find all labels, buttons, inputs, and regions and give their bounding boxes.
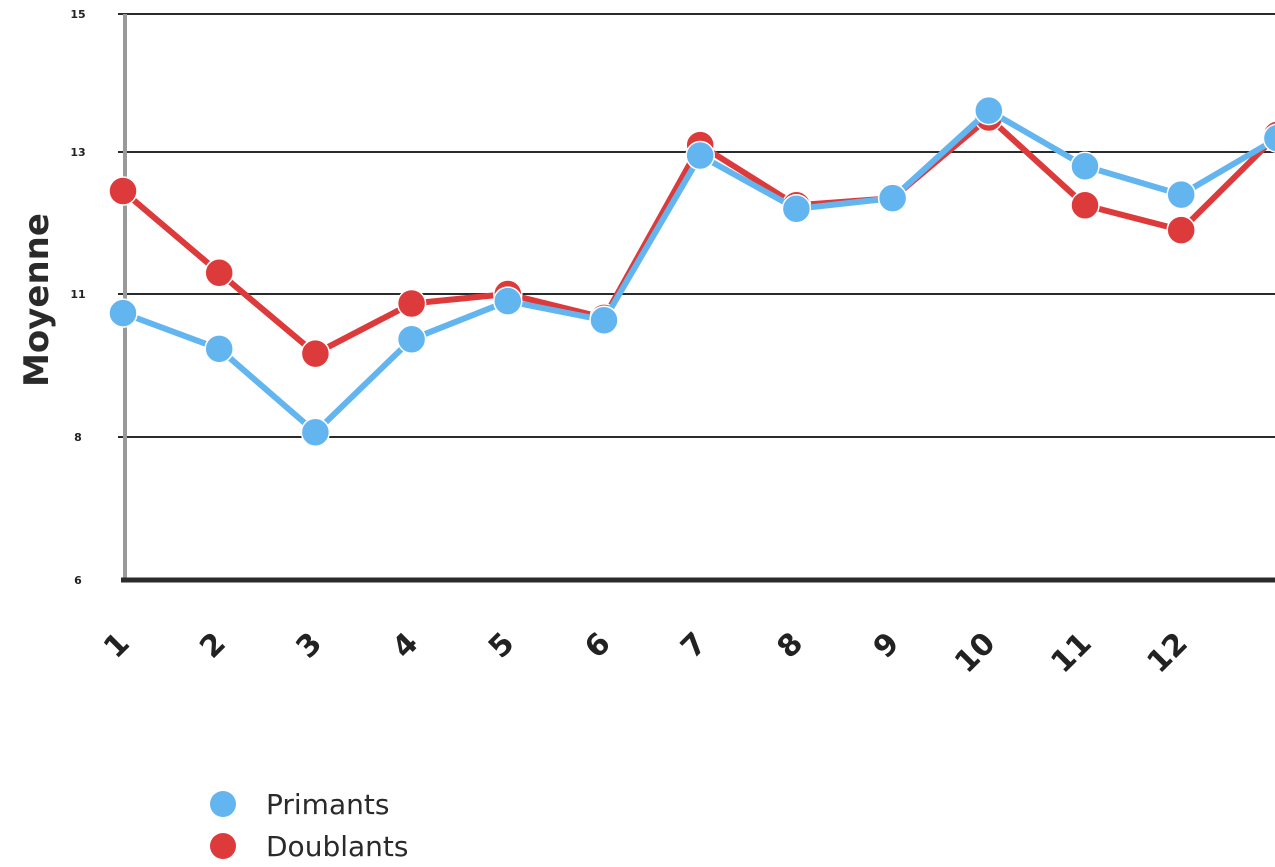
- data-point-doublants: [108, 176, 138, 206]
- legend-label-doublants: Doublants: [266, 829, 409, 863]
- data-point-doublants: [396, 288, 427, 319]
- y-tick-labels: 6 8 11 13 15: [70, 8, 85, 587]
- data-point-doublants: [1166, 215, 1196, 245]
- x-tick-labels: 1 2 3 4 5 6 7 8 9 10 11 12: [97, 626, 1195, 680]
- x-tick-label: 1: [97, 626, 137, 666]
- legend: Primants Doublants: [210, 783, 408, 867]
- data-point-primants: [204, 334, 234, 364]
- legend-label-primants: Primants: [266, 787, 390, 821]
- x-tick-label: 7: [674, 626, 714, 666]
- x-tick-label: 4: [386, 626, 426, 666]
- x-tick-label: 5: [482, 626, 522, 666]
- data-point-primants: [781, 194, 812, 224]
- data-point-primants: [974, 95, 1004, 126]
- data-point-doublants: [1070, 190, 1100, 220]
- x-tick-label: 2: [193, 626, 233, 666]
- y-tick-label: 15: [70, 8, 85, 21]
- data-point-doublants: [300, 338, 331, 369]
- data-point-primants: [589, 305, 619, 335]
- x-tick-label: 6: [578, 626, 618, 666]
- y-tick-label: 8: [74, 431, 82, 444]
- legend-marker-doublants: [210, 833, 236, 859]
- data-point-primants: [685, 140, 715, 171]
- data-point-primants: [1070, 151, 1100, 181]
- data-point-primants: [493, 286, 523, 316]
- data-point-primants: [877, 183, 908, 213]
- grid-lines: [118, 13, 1275, 438]
- legend-marker-primants: [210, 791, 236, 817]
- series-layer: [108, 95, 1275, 447]
- x-tick-label: 11: [1044, 626, 1098, 680]
- x-tick-label: 9: [867, 626, 907, 666]
- y-tick-label: 11: [70, 288, 85, 301]
- y-tick-label: 13: [70, 146, 85, 159]
- data-point-doublants: [204, 257, 234, 288]
- y-axis-label: Moyenne: [17, 213, 57, 387]
- x-tick-label: 3: [290, 626, 330, 666]
- data-point-primants: [300, 417, 331, 447]
- data-point-primants: [1262, 123, 1275, 153]
- data-point-primants: [1166, 179, 1196, 210]
- data-point-primants: [396, 324, 427, 355]
- legend-item-doublants: Doublants: [210, 825, 408, 867]
- series-doublants: [108, 102, 1275, 369]
- data-point-primants: [108, 298, 138, 328]
- x-tick-label: 12: [1141, 626, 1195, 680]
- y-tick-label: 6: [74, 574, 82, 587]
- legend-item-primants: Primants: [210, 783, 408, 825]
- series-primants: [108, 95, 1275, 447]
- x-tick-label: 10: [948, 626, 1002, 680]
- x-tick-label: 8: [771, 626, 811, 666]
